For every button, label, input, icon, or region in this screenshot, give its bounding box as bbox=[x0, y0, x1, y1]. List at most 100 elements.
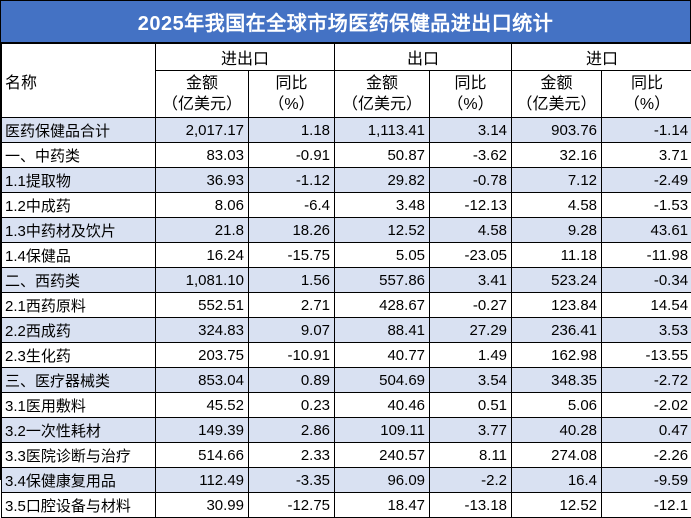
cell-import-yoy: -11.98 bbox=[602, 243, 691, 268]
cell-export-amount: 5.05 bbox=[335, 243, 430, 268]
cell-export-yoy: 4.58 bbox=[430, 218, 512, 243]
column-group-export: 出口 bbox=[335, 44, 512, 71]
cell-import-yoy: 43.61 bbox=[602, 218, 691, 243]
table-row: 三、医疗器械类 853.04 0.89 504.69 3.54 348.35 -… bbox=[2, 368, 691, 393]
cell-import-yoy: -13.55 bbox=[602, 343, 691, 368]
cell-import-export-amount: 1,081.10 bbox=[156, 268, 249, 293]
cell-import-export-amount: 112.49 bbox=[156, 468, 249, 493]
cell-export-amount: 40.77 bbox=[335, 343, 430, 368]
cell-export-yoy: -2.2 bbox=[430, 468, 512, 493]
table-row: 医药保健品合计 2,017.17 1.18 1,113.41 3.14 903.… bbox=[2, 118, 691, 143]
subheader-amount-export: 金额 （亿美元） bbox=[335, 71, 430, 118]
cell-import-export-amount: 21.8 bbox=[156, 218, 249, 243]
cell-import-export-yoy: 0.89 bbox=[249, 368, 335, 393]
cell-import-export-yoy: 18.26 bbox=[249, 218, 335, 243]
table-title: 2025年我国在全球市场医药保健品进出口统计 bbox=[1, 1, 690, 43]
stats-table: 名称 进出口 出口 进口 金额 （亿美元） 同比 （%） 金额 （亿美元） bbox=[1, 43, 691, 518]
cell-import-yoy: -2.02 bbox=[602, 393, 691, 418]
cell-export-amount: 88.41 bbox=[335, 318, 430, 343]
cell-import-amount: 162.98 bbox=[512, 343, 602, 368]
cell-import-amount: 4.58 bbox=[512, 193, 602, 218]
cell-import-export-amount: 203.75 bbox=[156, 343, 249, 368]
row-name-cell: 2.3生化药 bbox=[2, 343, 156, 368]
amount-label: 金额 bbox=[157, 73, 247, 94]
amount-unit: （亿美元） bbox=[513, 94, 600, 115]
cell-import-export-amount: 83.03 bbox=[156, 143, 249, 168]
cell-export-amount: 29.82 bbox=[335, 168, 430, 193]
column-header-name: 名称 bbox=[2, 44, 156, 118]
yoy-label: 同比 bbox=[431, 73, 510, 94]
cell-import-amount: 123.84 bbox=[512, 293, 602, 318]
cell-import-export-amount: 149.39 bbox=[156, 418, 249, 443]
cell-import-yoy: 3.53 bbox=[602, 318, 691, 343]
cell-import-export-yoy: 1.56 bbox=[249, 268, 335, 293]
cell-export-yoy: 1.49 bbox=[430, 343, 512, 368]
row-name-cell: 二、西药类 bbox=[2, 268, 156, 293]
cell-import-export-yoy: 9.07 bbox=[249, 318, 335, 343]
cell-import-yoy: -2.72 bbox=[602, 368, 691, 393]
subheader-yoy-import-export: 同比 （%） bbox=[249, 71, 335, 118]
amount-unit: （亿美元） bbox=[336, 94, 428, 115]
yoy-label: 同比 bbox=[250, 73, 333, 94]
table-row: 一、中药类 83.03 -0.91 50.87 -3.62 32.16 3.71 bbox=[2, 143, 691, 168]
cell-import-amount: 12.52 bbox=[512, 493, 602, 518]
subheader-yoy-import: 同比 （%） bbox=[602, 71, 691, 118]
cell-import-yoy: 0.47 bbox=[602, 418, 691, 443]
cell-import-export-amount: 2,017.17 bbox=[156, 118, 249, 143]
cell-export-yoy: 3.14 bbox=[430, 118, 512, 143]
cell-export-amount: 3.48 bbox=[335, 193, 430, 218]
cell-export-amount: 1,113.41 bbox=[335, 118, 430, 143]
cell-import-yoy: -0.34 bbox=[602, 268, 691, 293]
cell-export-yoy: -12.13 bbox=[430, 193, 512, 218]
cell-import-amount: 32.16 bbox=[512, 143, 602, 168]
column-group-import-export: 进出口 bbox=[156, 44, 335, 71]
cell-import-export-yoy: 2.71 bbox=[249, 293, 335, 318]
cell-export-yoy: 3.41 bbox=[430, 268, 512, 293]
cell-import-yoy: -12.1 bbox=[602, 493, 691, 518]
cell-export-amount: 428.67 bbox=[335, 293, 430, 318]
cell-import-export-amount: 853.04 bbox=[156, 368, 249, 393]
table-body: 医药保健品合计 2,017.17 1.18 1,113.41 3.14 903.… bbox=[2, 118, 691, 518]
cell-import-yoy: -9.59 bbox=[602, 468, 691, 493]
cell-export-yoy: -0.78 bbox=[430, 168, 512, 193]
table-row: 3.3医院诊断与治疗 514.66 2.33 240.57 8.11 274.0… bbox=[2, 443, 691, 468]
cell-import-export-yoy: -1.12 bbox=[249, 168, 335, 193]
cell-import-export-amount: 36.93 bbox=[156, 168, 249, 193]
table-row: 二、西药类 1,081.10 1.56 557.86 3.41 523.24 -… bbox=[2, 268, 691, 293]
row-name-cell: 2.1西药原料 bbox=[2, 293, 156, 318]
cell-import-export-yoy: -0.91 bbox=[249, 143, 335, 168]
cell-export-amount: 96.09 bbox=[335, 468, 430, 493]
cell-import-export-yoy: -15.75 bbox=[249, 243, 335, 268]
row-name-cell: 1.3中药材及饮片 bbox=[2, 218, 156, 243]
row-name-cell: 三、医疗器械类 bbox=[2, 368, 156, 393]
subheader-amount-import-export: 金额 （亿美元） bbox=[156, 71, 249, 118]
row-name-cell: 医药保健品合计 bbox=[2, 118, 156, 143]
yoy-label: 同比 bbox=[603, 73, 691, 94]
cell-import-export-amount: 30.99 bbox=[156, 493, 249, 518]
cell-export-amount: 40.46 bbox=[335, 393, 430, 418]
cell-import-amount: 5.06 bbox=[512, 393, 602, 418]
cell-import-export-yoy: 0.23 bbox=[249, 393, 335, 418]
cell-export-yoy: -0.27 bbox=[430, 293, 512, 318]
yoy-unit: （%） bbox=[250, 94, 333, 115]
cell-import-amount: 903.76 bbox=[512, 118, 602, 143]
table-row: 1.2中成药 8.06 -6.4 3.48 -12.13 4.58 -1.53 bbox=[2, 193, 691, 218]
cell-import-export-amount: 16.24 bbox=[156, 243, 249, 268]
row-name-cell: 2.2西成药 bbox=[2, 318, 156, 343]
cell-export-amount: 18.47 bbox=[335, 493, 430, 518]
column-group-import: 进口 bbox=[512, 44, 691, 71]
amount-label: 金额 bbox=[513, 73, 600, 94]
cell-import-yoy: -1.14 bbox=[602, 118, 691, 143]
row-name-cell: 1.2中成药 bbox=[2, 193, 156, 218]
cell-import-yoy: -1.53 bbox=[602, 193, 691, 218]
cell-import-export-amount: 324.83 bbox=[156, 318, 249, 343]
table-row: 1.3中药材及饮片 21.8 18.26 12.52 4.58 9.28 43.… bbox=[2, 218, 691, 243]
cell-import-amount: 236.41 bbox=[512, 318, 602, 343]
row-name-cell: 3.1医用敷料 bbox=[2, 393, 156, 418]
cell-export-yoy: 27.29 bbox=[430, 318, 512, 343]
cell-export-amount: 504.69 bbox=[335, 368, 430, 393]
cell-import-amount: 11.18 bbox=[512, 243, 602, 268]
cell-import-export-yoy: 2.33 bbox=[249, 443, 335, 468]
row-name-cell: 1.1提取物 bbox=[2, 168, 156, 193]
table-row: 3.5口腔设备与材料 30.99 -12.75 18.47 -13.18 12.… bbox=[2, 493, 691, 518]
